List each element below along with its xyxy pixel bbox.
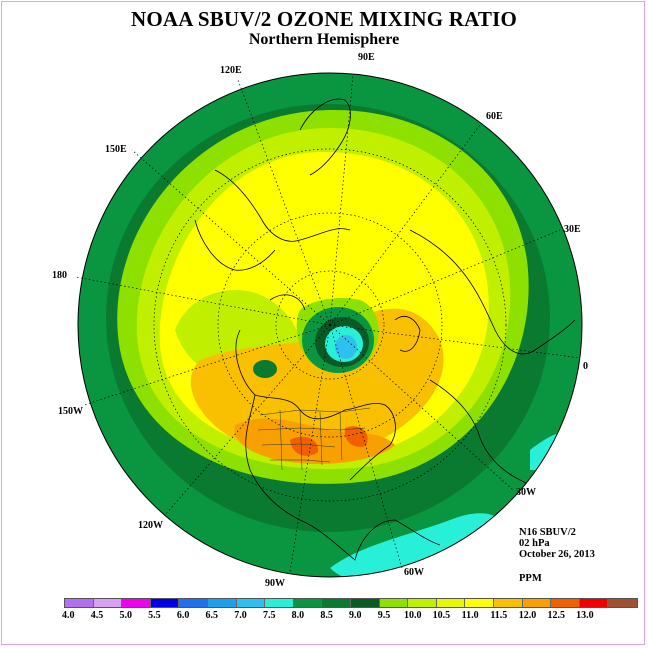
lon-label-180: 180 xyxy=(52,270,67,281)
colorbar-swatch xyxy=(265,599,294,607)
units-label: PPM xyxy=(519,573,542,584)
colorbar-swatch xyxy=(493,599,523,607)
lon-label-120w: 120W xyxy=(138,520,163,531)
colorbar-swatch xyxy=(207,599,237,607)
contour-11-5 xyxy=(234,418,395,465)
lon-label-90w: 90W xyxy=(265,578,285,589)
colorbar-swatch xyxy=(179,599,208,607)
map-subtitle: Northern Hemisphere xyxy=(248,31,400,48)
colorbar-tick-label: 8.0 xyxy=(291,610,305,621)
colorbar-swatch xyxy=(465,599,494,607)
colorbar-tick-label: 4.5 xyxy=(90,610,104,621)
lon-label-90e: 90E xyxy=(358,52,375,63)
colorbar-swatch xyxy=(150,599,180,607)
ozone-contours xyxy=(78,73,582,577)
graticule xyxy=(153,148,507,502)
colorbar-tick-label: 10.0 xyxy=(403,610,422,621)
colorbar-swatch xyxy=(322,599,351,607)
colorbar-swatch xyxy=(236,599,266,607)
pressure-level-label: 02 hPa xyxy=(519,538,550,549)
colorbar-swatch xyxy=(436,599,466,607)
lon-label-0: 0 xyxy=(583,361,588,372)
hemisphere-boundary xyxy=(77,72,583,578)
colorbar-tick-label: 5.0 xyxy=(119,610,132,621)
us-state-borders xyxy=(257,407,371,471)
colorbar-swatch xyxy=(522,599,552,607)
colorbar-tick-label: 4.0 xyxy=(62,610,75,621)
colorbar-swatch xyxy=(65,599,94,607)
longitude-labels: 90E 60E 30E 0 30W 60W 90W 120W 150W 180 … xyxy=(52,52,588,589)
colorbar-tick-labels: 4.0 4.5 5.0 5.5 6.0 6.5 7.0 7.5 8.0 8.5 9.0 9.5 10.0… xyxy=(62,610,594,624)
colorbar-swatch xyxy=(608,599,637,607)
colorbar xyxy=(64,598,638,608)
contour-12-0-a xyxy=(290,436,319,456)
colorbar-tick-label: 7.5 xyxy=(262,610,276,621)
colorbar-swatch xyxy=(408,599,437,607)
patch-cyan-south xyxy=(330,513,500,577)
colorbar-tick-label: 12.0 xyxy=(518,610,537,621)
colorbar-swatch xyxy=(293,599,323,607)
colorbar-tick-label: 6.0 xyxy=(176,610,190,621)
colorbar-tick-label: 9.5 xyxy=(377,610,391,621)
lon-label-150e: 150E xyxy=(105,144,127,155)
colorbar-swatch xyxy=(579,599,609,607)
lon-label-120e: 120E xyxy=(220,65,242,76)
colorbar-tick-label: 7.0 xyxy=(234,610,247,621)
colorbar-swatch xyxy=(350,599,380,607)
colorbar-tick-label: 12.5 xyxy=(547,610,565,621)
low-patch xyxy=(253,360,277,378)
contour-12-0-b xyxy=(344,426,368,447)
coastlines xyxy=(194,98,576,561)
lon-label-60w: 60W xyxy=(404,567,424,578)
colorbar-swatch xyxy=(551,599,580,607)
colorbar-tick-label: 9.0 xyxy=(349,610,362,621)
colorbar-tick-label: 10.5 xyxy=(432,610,451,621)
colorbar-tick-label: 13.0 xyxy=(576,610,594,621)
map-title: NOAA SBUV/2 OZONE MIXING RATIO xyxy=(131,7,517,31)
lon-label-30w: 30W xyxy=(516,487,536,498)
colorbar-tick-label: 11.5 xyxy=(490,610,508,621)
colorbar-swatch xyxy=(122,599,151,607)
lon-label-60e: 60E xyxy=(486,111,503,122)
colorbar-swatch xyxy=(379,599,409,607)
meridians xyxy=(75,74,581,573)
colorbar-tick-label: 6.5 xyxy=(205,610,219,621)
date-label: October 26, 2013 xyxy=(519,549,595,560)
lon-label-30e: 30E xyxy=(564,224,581,235)
colorbar-swatch xyxy=(93,599,123,607)
colorbar-tick-label: 11.0 xyxy=(461,610,479,621)
satellite-label: N16 SBUV/2 xyxy=(519,527,576,538)
colorbar-tick-label: 8.5 xyxy=(320,610,333,621)
polar-contour-7-0 xyxy=(335,335,357,359)
colorbar-tick-label: 5.5 xyxy=(148,610,161,621)
lon-label-150w: 150W xyxy=(58,406,83,417)
